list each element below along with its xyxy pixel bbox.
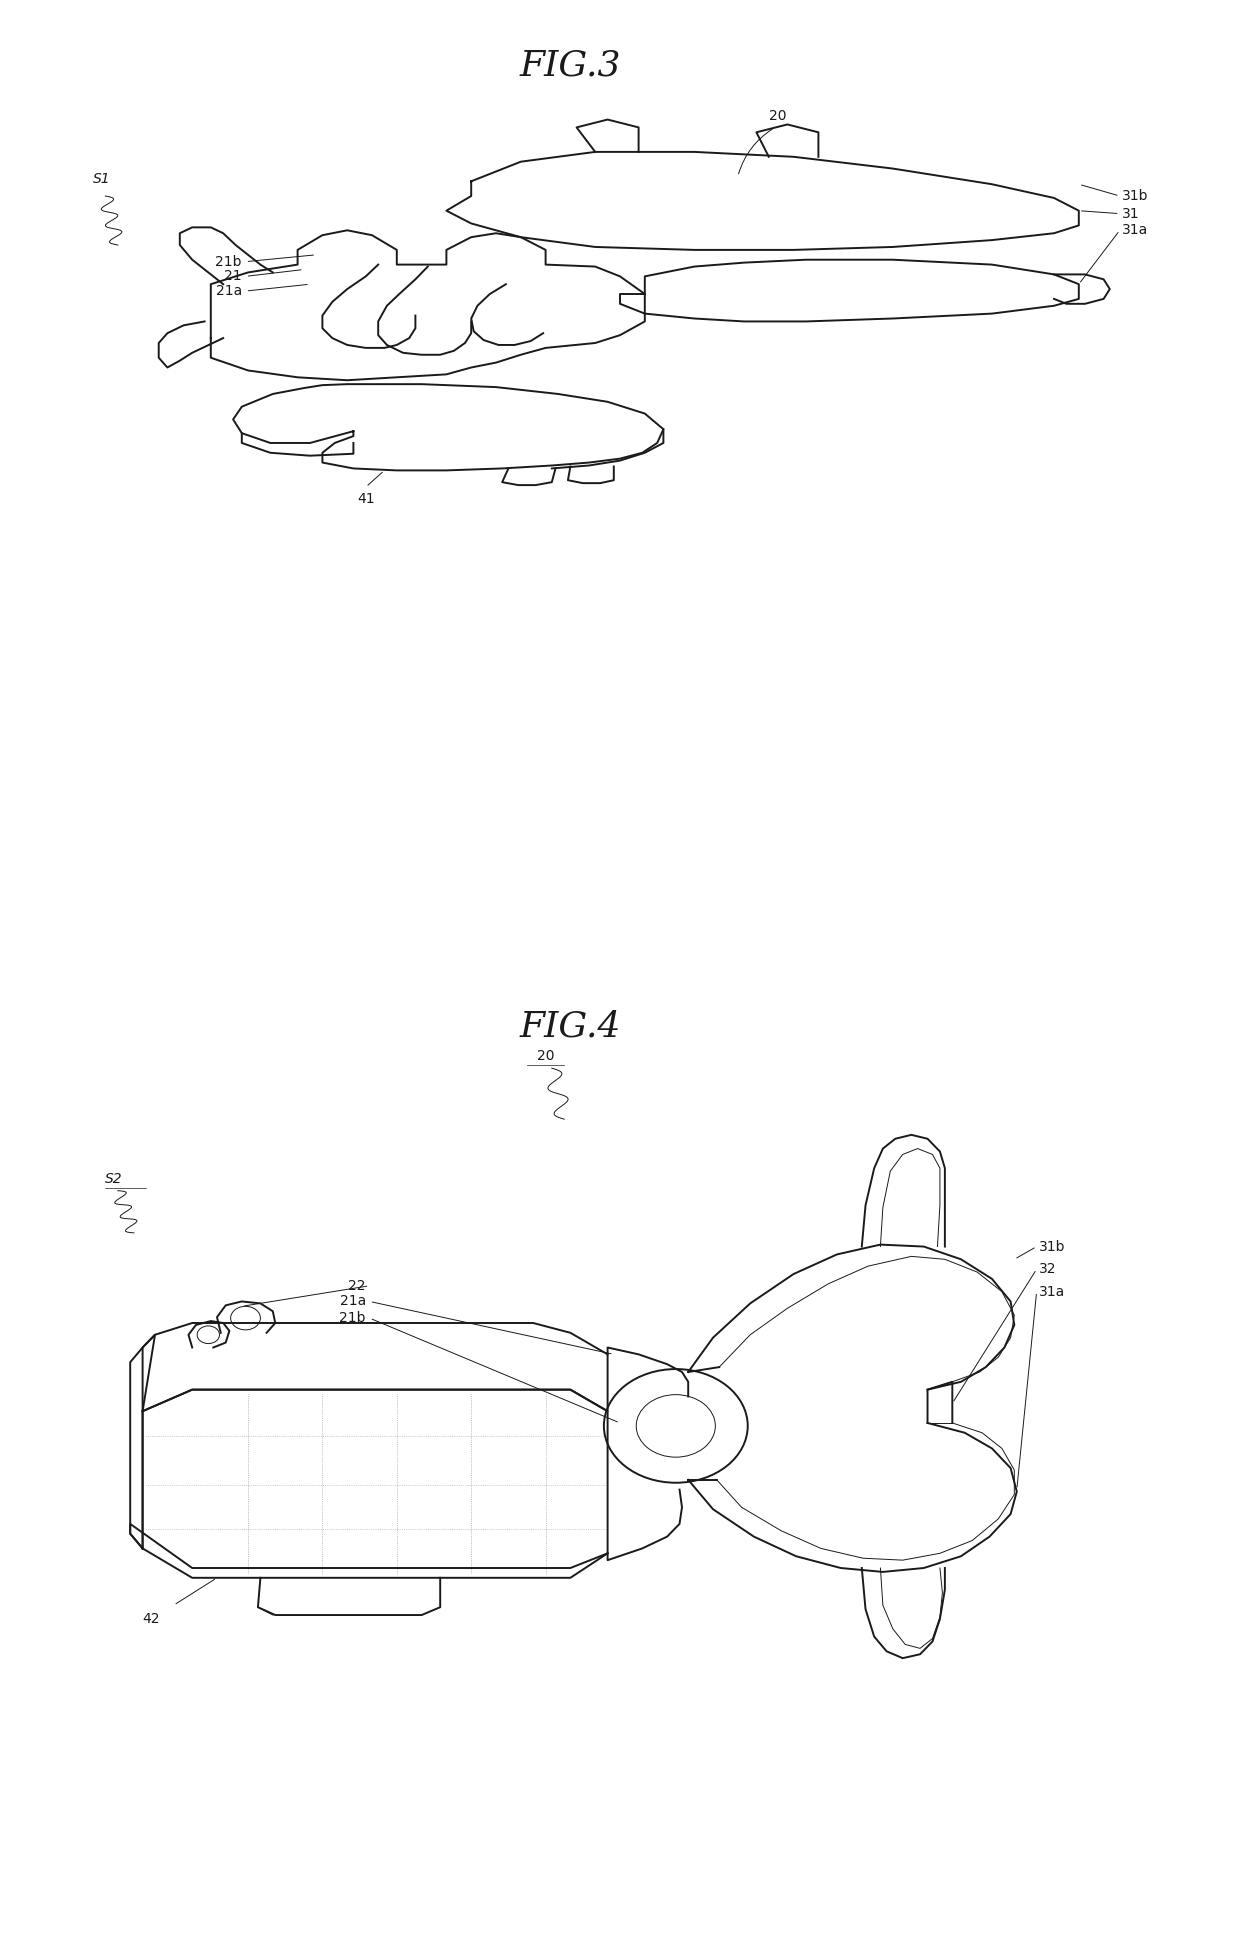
Text: S2: S2 (105, 1172, 123, 1186)
Text: 22: 22 (348, 1278, 366, 1294)
Text: 21b: 21b (340, 1311, 366, 1325)
Text: 21b: 21b (216, 255, 242, 269)
Text: FIG.4: FIG.4 (520, 1009, 621, 1043)
Text: 32: 32 (1039, 1262, 1056, 1276)
Text: 31: 31 (1122, 206, 1140, 221)
Text: 41: 41 (357, 492, 374, 506)
Text: 42: 42 (143, 1611, 160, 1627)
Text: 21: 21 (224, 269, 242, 284)
Text: 31a: 31a (1122, 223, 1148, 237)
Text: S1: S1 (93, 172, 110, 186)
Text: 20: 20 (769, 108, 786, 122)
Text: 21a: 21a (216, 284, 242, 298)
Text: 21a: 21a (340, 1294, 366, 1309)
Text: 31b: 31b (1122, 188, 1148, 204)
Text: 20: 20 (537, 1049, 554, 1062)
Text: 31a: 31a (1039, 1284, 1065, 1299)
Text: 31b: 31b (1039, 1239, 1065, 1254)
Text: FIG.3: FIG.3 (520, 49, 621, 82)
